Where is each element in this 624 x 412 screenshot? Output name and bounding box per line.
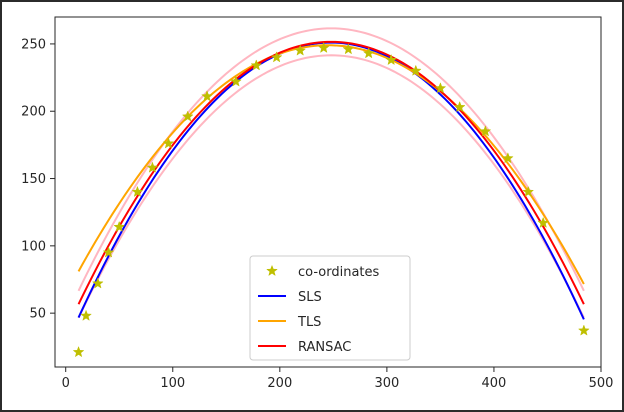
confidence-band-lower	[77, 54, 585, 319]
y-tick-label: 250	[21, 37, 46, 52]
legend-label: SLS	[298, 290, 322, 305]
data-point	[453, 100, 466, 113]
data-point	[409, 64, 422, 76]
data-point	[250, 59, 263, 71]
data-point	[201, 90, 213, 102]
data-point	[317, 41, 330, 53]
data-point	[522, 185, 535, 198]
data-point	[270, 51, 283, 63]
data-point	[72, 345, 85, 358]
data-point	[113, 220, 126, 233]
legend: co-ordinates SLS TLS RANSAC	[249, 255, 411, 361]
data-point	[294, 44, 307, 56]
data-point	[146, 161, 159, 173]
data-point	[91, 277, 104, 289]
y-axis: 50 100 150 200 250	[21, 37, 55, 322]
data-point	[131, 185, 144, 198]
data-point	[537, 216, 550, 228]
x-tick-label: 100	[160, 376, 185, 391]
x-tick-label: 400	[482, 376, 507, 391]
data-point	[230, 75, 242, 87]
legend-box	[249, 255, 411, 361]
data-point	[434, 82, 447, 94]
data-point	[102, 246, 115, 258]
series-line-ransac	[77, 40, 585, 305]
axes-box	[54, 16, 602, 368]
data-point	[181, 110, 194, 122]
y-tick-label: 100	[21, 239, 46, 254]
y-tick-label: 200	[21, 105, 46, 120]
y-tick-label: 150	[21, 172, 46, 187]
legend-label: co-ordinates	[298, 265, 380, 280]
legend-label: RANSAC	[298, 340, 351, 355]
data-point	[362, 47, 375, 59]
x-tick-label: 500	[589, 376, 614, 391]
legend-marker-star	[266, 264, 278, 277]
x-tick-label: 300	[374, 376, 399, 391]
plot-area	[72, 27, 590, 358]
x-axis: 0 100 200 300 400 500	[62, 367, 614, 391]
y-tick-label: 50	[29, 307, 46, 322]
series-line-tls	[77, 44, 585, 285]
legend-label: TLS	[297, 315, 321, 330]
data-point	[479, 125, 492, 137]
data-point	[342, 43, 355, 55]
x-tick-label: 0	[62, 376, 70, 391]
data-point	[501, 152, 514, 164]
data-point	[162, 137, 175, 149]
data-point	[385, 53, 398, 66]
data-point	[577, 324, 590, 336]
x-tick-label: 200	[267, 376, 292, 391]
data-point	[80, 309, 92, 321]
